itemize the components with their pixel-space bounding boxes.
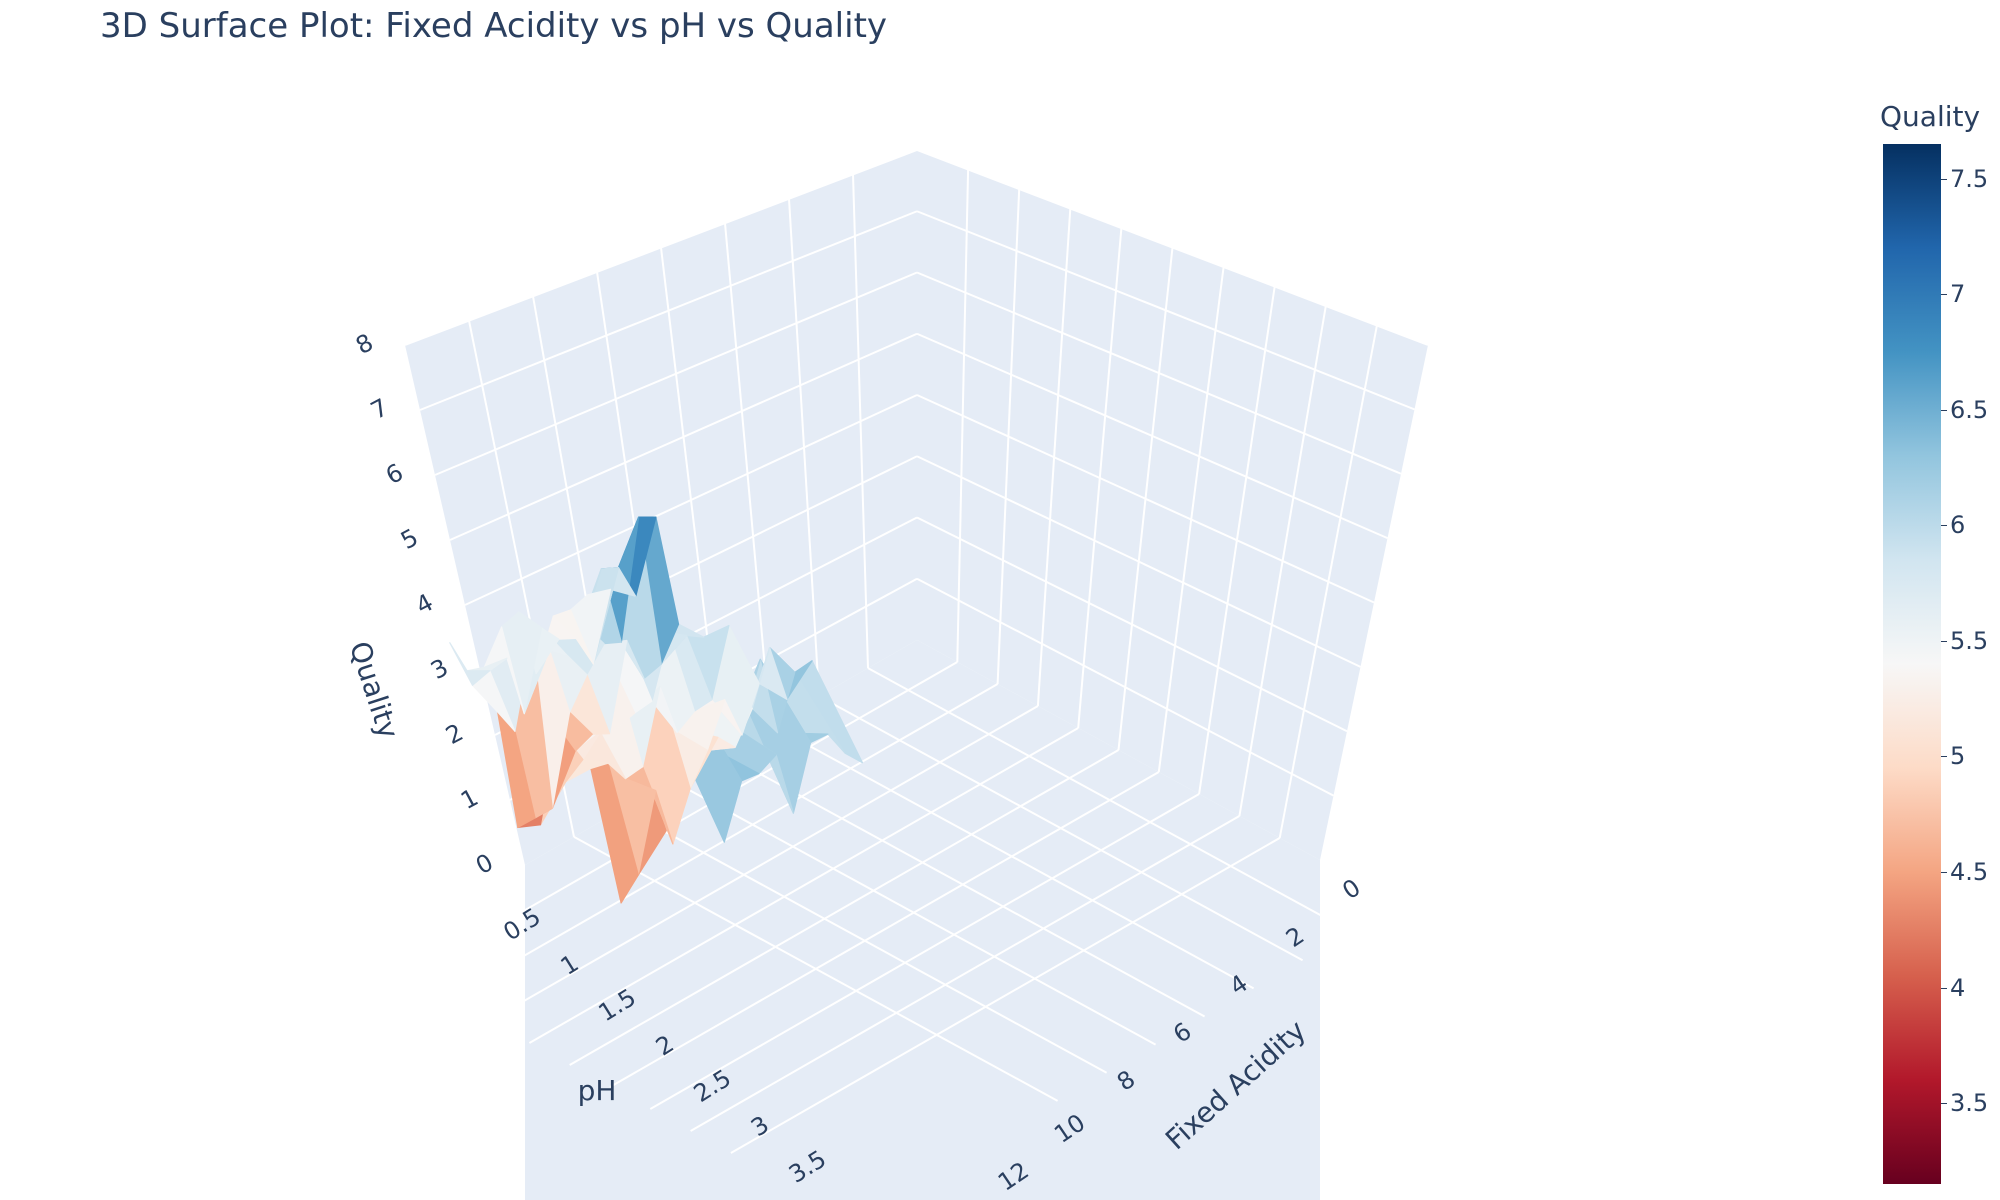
right-wall [917, 150, 1428, 860]
colorbar-tick-mark [1941, 987, 1947, 989]
colorbar-tick-mark [1941, 872, 1947, 873]
colorbar-tick-label: 6 [1950, 511, 1966, 540]
colorbar-tick-label: 7.5 [1950, 164, 1989, 193]
grid-line [419, 210, 918, 411]
colorbar-tick-label: 4 [1950, 973, 1966, 1002]
colorbar-tick-mark [1941, 1103, 1947, 1105]
grid-line [528, 727, 1079, 1044]
grid-line [916, 394, 1375, 604]
colorbar-tick-mark [1941, 640, 1947, 642]
z-tick-label: 8 [351, 328, 378, 360]
colorbar-tick-label: 5.5 [1950, 626, 1989, 655]
z-tick-label: 5 [396, 523, 423, 555]
grid-line [464, 394, 918, 606]
grid-line [916, 332, 1388, 540]
grid-line [408, 661, 958, 978]
colorbar-tick-mark [1941, 178, 1947, 180]
grid-line [449, 332, 918, 541]
z-tick-label: 2 [441, 718, 468, 750]
grid-line [488, 705, 1039, 1022]
x-tick-label: 0 [1337, 873, 1365, 905]
grid-line [916, 149, 1429, 346]
grid-line [690, 815, 1240, 1132]
z-tick-label: 0 [471, 848, 498, 880]
colorbar-tick-label: 7 [1950, 280, 1966, 309]
colorbar-tick-label: 3.5 [1950, 1089, 1989, 1118]
colorbar: Quality 7.5 7 6.5 6 5.5 5 4.5 4 3.5 [1868, 100, 1998, 1200]
surface-patch [449, 642, 491, 686]
z-axis-title: Quality [343, 637, 405, 742]
colorbar-tick-label: 4.5 [1950, 858, 1989, 886]
quality-surface [449, 516, 864, 904]
colorbar-tick-mark [1941, 756, 1947, 758]
chart-title: 3D Surface Plot: Fixed Acidity vs pH vs … [100, 6, 888, 46]
z-tick-label: 3 [426, 653, 453, 685]
grid-line [569, 749, 1119, 1066]
grid-line [916, 455, 1361, 668]
grid-line [730, 837, 1281, 1154]
grid-line [404, 149, 918, 346]
grid-line [916, 271, 1402, 475]
grid-line [916, 516, 1348, 733]
grid-line [448, 683, 999, 1000]
colorbar-tick-label: 5 [1950, 742, 1966, 771]
grid-line [434, 271, 918, 476]
grid-line [609, 771, 1160, 1088]
z-tick-label: 1 [456, 783, 483, 815]
z-tick-label: 7 [366, 393, 393, 425]
colorbar-gradient [1883, 144, 1941, 1184]
grid-line [649, 793, 1200, 1110]
colorbar-tick-label: 6.5 [1950, 395, 1989, 424]
colorbar-title: Quality [1880, 100, 1981, 133]
grid-line [916, 210, 1415, 411]
z-tick-label: 6 [381, 458, 408, 490]
colorbar-tick-mark [1941, 409, 1947, 411]
grid-line [916, 577, 1334, 797]
colorbar-tick-mark [1941, 525, 1947, 527]
z-tick-label: 4 [411, 588, 438, 620]
y-axis-title: pH [578, 1074, 617, 1107]
colorbar-tick-mark [1941, 294, 1947, 296]
